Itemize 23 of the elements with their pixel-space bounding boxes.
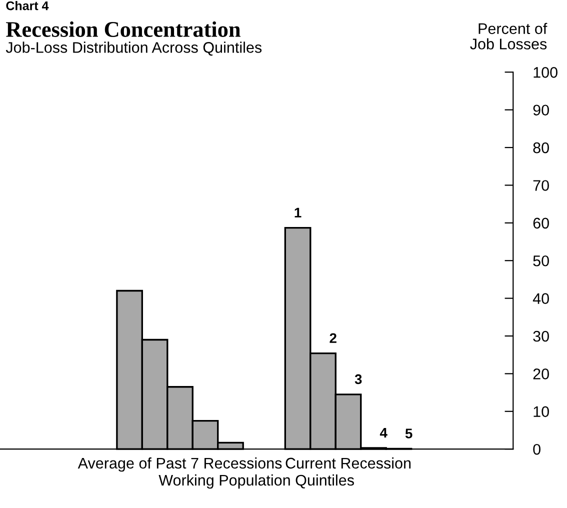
x-axis-title: Working Population Quintiles bbox=[158, 474, 354, 489]
chart-subtitle: Job-Loss Distribution Across Quintiles bbox=[6, 42, 262, 56]
y-tick-label: 70 bbox=[533, 180, 549, 191]
y-tick-label: 100 bbox=[534, 67, 558, 78]
y-tick-label: 60 bbox=[533, 218, 549, 229]
y-tick-label: 90 bbox=[533, 104, 549, 116]
series-label: 1 bbox=[294, 208, 302, 218]
series-label: 3 bbox=[354, 374, 362, 384]
series-label: 5 bbox=[405, 428, 412, 438]
y-tick-label: 20 bbox=[533, 368, 549, 380]
x-tick-label: Current Recession bbox=[286, 457, 411, 469]
y-tick-label: 50 bbox=[533, 255, 549, 266]
x-tick-label: Average of Past 7 Recessions bbox=[78, 457, 282, 472]
y-tick-label: 10 bbox=[534, 406, 549, 418]
chart-title: Recession Concentration bbox=[6, 21, 240, 37]
series-label: 4 bbox=[380, 428, 388, 438]
y-tick-label: 30 bbox=[533, 330, 549, 342]
series-label: 2 bbox=[330, 333, 336, 343]
caption: Chart 4 bbox=[6, 1, 49, 10]
y-tick-label: 80 bbox=[533, 142, 549, 154]
y-tick-label: 0 bbox=[533, 444, 540, 455]
y-tick-label: 40 bbox=[532, 293, 549, 304]
y-axis-title: Percent of Job Losses bbox=[470, 22, 548, 50]
